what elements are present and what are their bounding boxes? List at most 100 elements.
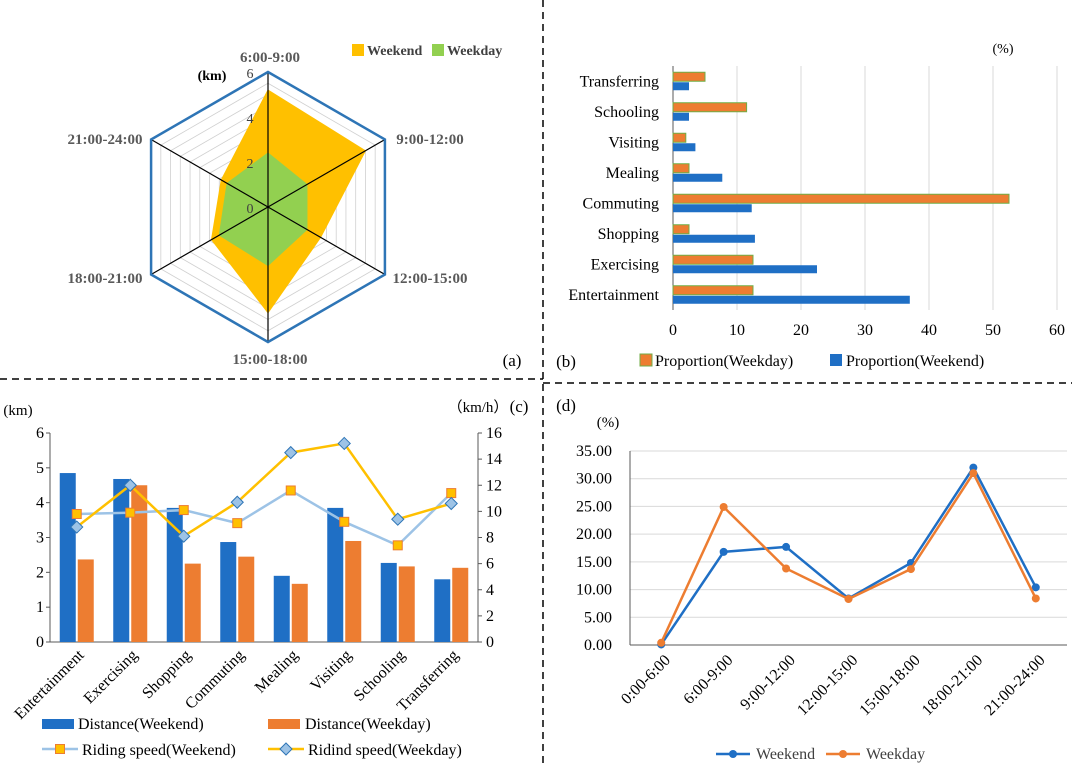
legend-swatch-weekend <box>352 44 364 56</box>
point-weekday <box>719 502 728 511</box>
bar-weekend <box>673 143 696 152</box>
marker-riding-speed-weekend <box>446 488 457 499</box>
right-tick-label: 14 <box>486 451 502 468</box>
bar-distance-weekday <box>184 563 201 642</box>
y-tick-label: 5.00 <box>584 609 612 626</box>
legend-label-weekend: Weekend <box>756 746 815 763</box>
y-tick-label: 25.00 <box>576 498 612 515</box>
legend-label-riding-weekend: Riding speed(Weekend) <box>82 742 236 759</box>
bar-weekend <box>673 234 755 243</box>
bar-distance-weekday <box>291 583 308 642</box>
right-tick-label: 0 <box>486 634 494 651</box>
marker-riding-speed-weekend <box>285 485 296 496</box>
legend-marker-weekday <box>839 750 847 758</box>
x-tick-label: 60 <box>1049 322 1065 339</box>
right-unit-label: （km/h） <box>448 399 509 416</box>
left-tick-label: 1 <box>36 599 44 616</box>
radar-category-label: 15:00-18:00 <box>233 352 308 368</box>
right-tick-label: 8 <box>486 530 494 547</box>
x-tick-label: 50 <box>985 322 1001 339</box>
bar-weekday <box>672 102 748 113</box>
marker-riding-speed-weekday <box>284 445 298 460</box>
category-label: 0:00-6:00 <box>618 652 674 708</box>
bar-weekend <box>673 265 817 274</box>
bar-distance-weekend <box>113 478 130 642</box>
legend-marker-weekend <box>729 750 737 758</box>
category-label: Schooling <box>594 104 659 121</box>
bar-distance-weekend <box>380 562 397 642</box>
x-tick-label: 20 <box>793 322 809 339</box>
right-tick-label: 2 <box>486 608 494 625</box>
radar-category-label: 6:00-9:00 <box>240 50 300 66</box>
category-label: Shopping <box>139 647 194 702</box>
x-tick-label: 0 <box>669 322 677 339</box>
radar-category-label: 21:00-24:00 <box>68 132 143 148</box>
bar-distance-weekend <box>220 542 237 642</box>
radar-category-label: 9:00-12:00 <box>396 132 464 148</box>
y-tick-label: 10.00 <box>576 582 612 599</box>
marker-riding-speed-weekend <box>392 540 403 551</box>
point-weekday <box>906 565 915 574</box>
unit-label: (%) <box>597 415 620 431</box>
bar-weekday <box>672 163 690 174</box>
panel-c-combo-chart: 01234560246810121416EntertainmentExercis… <box>3 397 528 759</box>
point-weekday <box>1031 594 1040 603</box>
marker-riding-speed-weekend <box>178 505 189 516</box>
radar-spoke <box>267 206 386 276</box>
radar-tick-label: 0 <box>247 202 254 217</box>
panel-label-a: (a) <box>503 351 522 370</box>
panel-a-radar-chart: 0 2 4 6 (km) 6:00-9:00 9:00-12:00 12:00-15:00 15… <box>68 44 522 370</box>
panel-label-c: (c) <box>510 397 529 416</box>
marker-riding-speed-weekday <box>337 436 351 451</box>
right-tick-label: 6 <box>486 556 494 573</box>
marker-riding-speed-weekend <box>339 516 350 527</box>
left-tick-label: 6 <box>36 425 44 442</box>
unit-label: (%) <box>993 42 1014 57</box>
legend-label-weekday: Weekday <box>447 44 502 59</box>
point-weekday <box>969 469 978 478</box>
line-weekend <box>660 465 1037 646</box>
category-label: Exercising <box>81 647 141 707</box>
line-riding-speed-weekday <box>75 442 452 538</box>
y-tick-label: 30.00 <box>576 471 612 488</box>
right-tick-label: 12 <box>486 477 502 494</box>
marker-riding-speed-weekend <box>232 518 243 529</box>
bar-weekend <box>673 295 910 304</box>
legend-marker-riding-weekday <box>279 742 293 756</box>
category-label: Commuting <box>583 195 659 212</box>
category-label: 9:00-12:00 <box>737 652 799 714</box>
category-label: 18:00-21:00 <box>919 652 986 719</box>
right-tick-label: 10 <box>486 503 502 520</box>
bar-weekday <box>672 224 690 235</box>
bar-distance-weekday <box>131 485 148 642</box>
marker-riding-speed-weekday <box>123 478 137 492</box>
bar-distance-weekday <box>238 556 255 642</box>
point-weekday <box>782 564 791 573</box>
point-weekday <box>657 638 666 647</box>
bar-distance-weekend <box>327 507 344 642</box>
x-tick-label: 40 <box>921 322 937 339</box>
legend-swatch-weekday <box>432 44 444 56</box>
category-label: Shopping <box>598 226 659 243</box>
bar-distance-weekday <box>452 567 469 642</box>
legend-label-weekend: Weekend <box>367 44 422 59</box>
bar-weekday <box>672 71 706 82</box>
right-tick-label: 16 <box>486 425 502 442</box>
radar-spoke <box>267 138 386 208</box>
panel-label-d: (d) <box>556 396 576 415</box>
category-label: 15:00-18:00 <box>856 652 923 719</box>
bar-weekday <box>672 285 754 296</box>
marker-riding-speed-weekend <box>125 507 136 518</box>
bar-distance-weekend <box>166 507 183 642</box>
legend-label-distance-weekday: Distance(Weekday) <box>305 716 431 733</box>
left-tick-label: 0 <box>36 634 44 651</box>
bar-weekday <box>672 193 1010 204</box>
category-label: 21:00-24:00 <box>981 652 1048 719</box>
radar-tick-label: 4 <box>247 112 254 127</box>
radar-spoke <box>150 138 269 208</box>
bar-weekday <box>672 254 754 265</box>
category-label: Visiting <box>608 134 659 151</box>
bar-weekend <box>673 82 689 91</box>
radar-category-label: 18:00-21:00 <box>68 271 143 287</box>
